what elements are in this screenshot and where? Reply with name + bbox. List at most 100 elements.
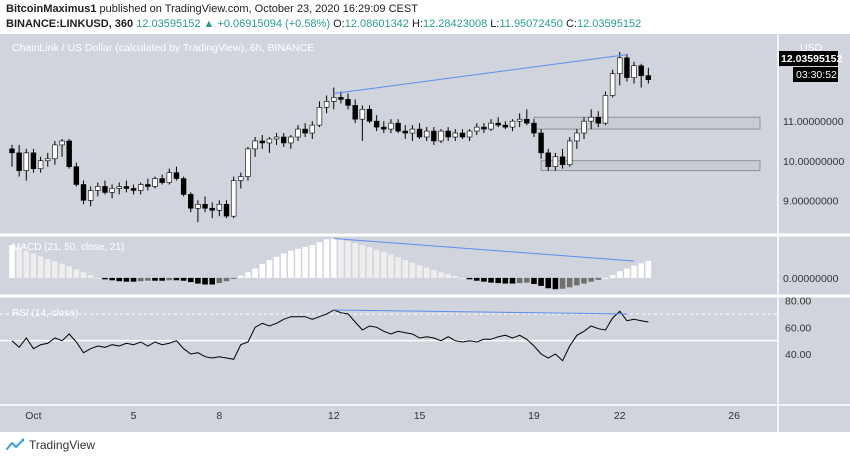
high-value: 12.28423008 bbox=[422, 18, 488, 30]
candle-body bbox=[524, 118, 530, 124]
candle-body bbox=[466, 130, 473, 138]
candle-body bbox=[309, 124, 315, 134]
current-price-label: 12.03595152 bbox=[781, 53, 842, 65]
candle-body bbox=[280, 136, 287, 144]
macd-pane-title: MACD (21, 50, close, 21) bbox=[12, 242, 124, 253]
rsi-pane-title: RSI (14, close) bbox=[12, 308, 78, 319]
candle-body bbox=[102, 186, 108, 193]
macd-bar bbox=[123, 277, 130, 282]
candle-body bbox=[73, 166, 80, 185]
macd-bar bbox=[73, 269, 80, 278]
trendlines[interactable] bbox=[333, 54, 635, 315]
time-axis-tick: 26 bbox=[728, 410, 740, 422]
macd-bar bbox=[352, 243, 358, 278]
macd-bar bbox=[302, 246, 308, 278]
candle-body bbox=[202, 203, 208, 209]
candle-body bbox=[223, 203, 230, 217]
candle-body bbox=[30, 152, 37, 169]
candle-body bbox=[59, 140, 65, 146]
macd-bar bbox=[338, 239, 344, 278]
time-axis-tick: 22 bbox=[614, 410, 626, 422]
macd-bar bbox=[95, 277, 101, 279]
price-axis-tick: 10.00000000 bbox=[783, 156, 844, 168]
macd-bar bbox=[345, 241, 351, 278]
rsi-series bbox=[11, 309, 649, 362]
macd-bar bbox=[638, 263, 644, 278]
tradingview-brand[interactable]: TradingView bbox=[29, 438, 96, 452]
candle-body bbox=[138, 184, 144, 191]
candle-body bbox=[381, 126, 387, 130]
candle-body bbox=[474, 126, 480, 132]
macd-bar bbox=[624, 268, 630, 278]
macd-bar bbox=[616, 271, 623, 278]
macd-bar bbox=[524, 277, 530, 283]
candle-body bbox=[173, 172, 180, 179]
macd-bar bbox=[566, 277, 573, 288]
macd-bar bbox=[166, 277, 173, 281]
macd-bar bbox=[323, 239, 330, 278]
rsi-levels bbox=[0, 313, 778, 342]
macd-bar bbox=[581, 277, 587, 284]
macd-bar bbox=[488, 277, 494, 283]
footer: TradingView bbox=[6, 436, 95, 454]
current-price-badge bbox=[779, 51, 838, 66]
macd-bar bbox=[52, 261, 58, 278]
author-name[interactable]: BitcoinMaximus1 bbox=[6, 3, 97, 15]
macd-bar bbox=[381, 252, 387, 278]
time-axis-tick: 5 bbox=[131, 410, 137, 422]
macd-bar bbox=[509, 277, 516, 284]
candle-body bbox=[602, 95, 609, 124]
high-label: H: bbox=[411, 18, 423, 30]
countdown-label: 03:30:52 bbox=[796, 69, 837, 81]
candle-body bbox=[166, 172, 172, 183]
candle-body bbox=[238, 176, 244, 181]
candle-body bbox=[581, 120, 587, 134]
rsi-axis-tick: 40.00 bbox=[785, 349, 811, 361]
candle-body bbox=[495, 122, 501, 126]
macd-bar bbox=[30, 253, 37, 278]
time-axis-tick: 19 bbox=[528, 410, 540, 422]
candle-body bbox=[516, 118, 523, 122]
rsi-trendline bbox=[333, 309, 627, 315]
macd-bar bbox=[416, 265, 423, 278]
candle-body bbox=[145, 184, 151, 187]
macd-bar bbox=[9, 245, 15, 278]
macd-bar bbox=[545, 277, 552, 289]
macd-bar bbox=[37, 256, 44, 278]
candle-body bbox=[302, 128, 308, 134]
time-axis-tick: 15 bbox=[414, 410, 426, 422]
price-zone bbox=[540, 160, 761, 172]
candle-body bbox=[538, 132, 544, 154]
macd-bar bbox=[609, 275, 616, 278]
candle-body bbox=[9, 148, 15, 154]
published-text: published on TradingView.com, October 23… bbox=[99, 3, 418, 15]
candle-body bbox=[488, 122, 494, 130]
candle-body bbox=[316, 107, 323, 126]
candle-body bbox=[638, 65, 644, 76]
close-label: C: bbox=[565, 18, 577, 30]
macd-bar bbox=[495, 277, 501, 284]
macd-bar bbox=[602, 277, 609, 279]
macd-bar bbox=[16, 247, 22, 278]
price-zone bbox=[533, 116, 761, 130]
candle-body bbox=[531, 122, 537, 134]
publish-line: BitcoinMaximus1 published on TradingView… bbox=[6, 3, 418, 15]
candle-body bbox=[402, 130, 408, 134]
candle-body bbox=[195, 203, 201, 209]
candle-body bbox=[366, 108, 373, 122]
candle-body bbox=[559, 156, 566, 166]
macd-bar bbox=[173, 277, 180, 281]
macd-bar bbox=[44, 259, 51, 278]
macd-bar bbox=[59, 263, 65, 278]
candle-body bbox=[23, 152, 29, 171]
macd-histogram bbox=[9, 238, 652, 290]
time-axis-tick: Oct bbox=[25, 410, 41, 422]
macd-bar bbox=[330, 238, 337, 278]
candle-body bbox=[130, 188, 137, 191]
time-axis-tick: 8 bbox=[216, 410, 222, 422]
macd-bar bbox=[209, 277, 215, 285]
chart-area[interactable]: 9.00000000 10.00000000 11.00000000 0.000000… bbox=[0, 34, 850, 432]
macd-bar bbox=[452, 276, 459, 278]
macd-bar bbox=[438, 272, 444, 278]
macd-bar bbox=[180, 277, 187, 281]
